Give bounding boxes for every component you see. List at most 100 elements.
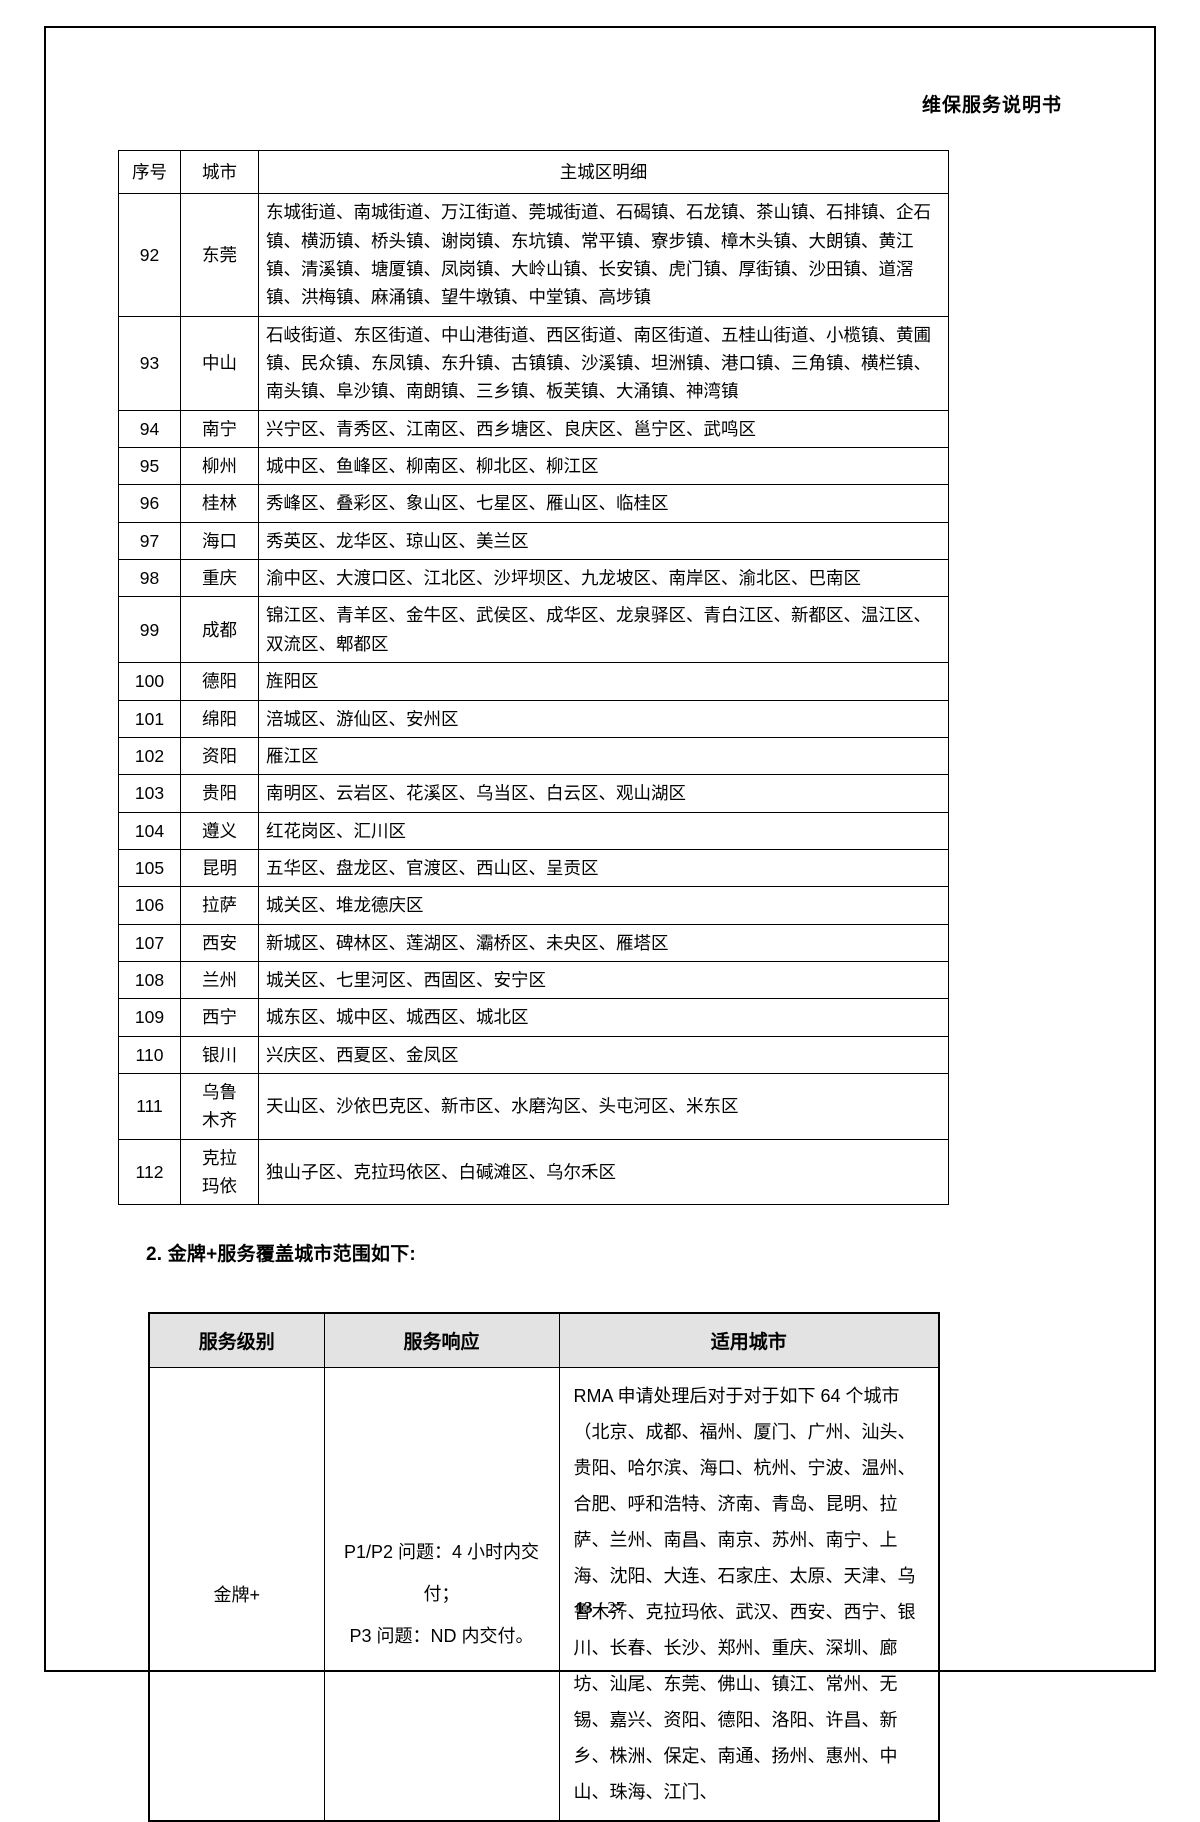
row-no: 110: [118, 1035, 181, 1074]
district-table-head: 序号 城市 主城区明细: [118, 149, 949, 195]
row-detail: 城中区、鱼峰区、柳南区、柳北区、柳江区: [258, 447, 949, 486]
row-no: 106: [118, 886, 181, 925]
table-row: 110 银川 兴庆区、西夏区、金凤区: [118, 1035, 949, 1074]
row-city: 银川: [180, 1035, 259, 1074]
column-header-city: 城市: [180, 149, 259, 195]
page-footer: 13/27: [46, 1598, 1154, 1618]
district-table-header-row: 序号 城市 主城区明细: [118, 149, 949, 195]
service-coverage-table: 服务级别 服务响应 适用城市 金牌+ P1/P2 问题：4 小时内交 付； P3…: [148, 1312, 940, 1822]
footer-current-page: 13: [575, 1598, 593, 1617]
row-detail: 秀峰区、叠彩区、象山区、七星区、雁山区、临桂区: [258, 484, 949, 523]
column-header-detail: 主城区明细: [258, 149, 949, 195]
table-row: 93 中山 石岐街道、东区街道、中山港街道、西区街道、南区街道、五桂山街道、小榄…: [118, 315, 949, 411]
row-no: 112: [118, 1138, 181, 1206]
table-row: 101 绵阳 涪城区、游仙区、安州区: [118, 699, 949, 738]
row-city: 西宁: [180, 998, 259, 1037]
row-no: 94: [118, 409, 181, 449]
column-header-no: 序号: [118, 149, 181, 195]
table-row: 109 西宁 城东区、城中区、城西区、城北区: [118, 998, 949, 1037]
row-no: 105: [118, 848, 181, 888]
row-city: 兰州: [180, 960, 259, 1000]
row-city: 海口: [180, 521, 259, 561]
table-row: 103 贵阳 南明区、云岩区、花溪区、乌当区、白云区、观山湖区: [118, 774, 949, 813]
row-city: 遵义: [180, 811, 259, 850]
row-detail: 城关区、七里河区、西固区、安宁区: [258, 960, 949, 1000]
service-table-header-row: 服务级别 服务响应 适用城市: [148, 1312, 940, 1369]
row-city-line: 玛依: [202, 1175, 237, 1196]
row-city: 克拉 玛依: [180, 1138, 259, 1206]
column-header-service-response: 服务响应: [323, 1312, 560, 1369]
applicable-cities-value: RMA 申请处理后对于对于如下 64 个城市（北京、成都、福州、厦门、广州、汕头…: [558, 1367, 940, 1822]
service-response-value: P1/P2 问题：4 小时内交 付； P3 问题：ND 内交付。: [323, 1367, 560, 1822]
table-row: 94 南宁 兴宁区、青秀区、江南区、西乡塘区、良庆区、邕宁区、武鸣区: [118, 409, 949, 449]
footer-total-pages: 27: [607, 1598, 625, 1617]
row-detail: 雁江区: [258, 736, 949, 776]
table-row: 97 海口 秀英区、龙华区、琼山区、美兰区: [118, 521, 949, 561]
service-table-body: 金牌+ P1/P2 问题：4 小时内交 付； P3 问题：ND 内交付。 RMA…: [148, 1367, 940, 1822]
table-row: 111 乌鲁 木齐 天山区、沙依巴克区、新市区、水磨沟区、头屯河区、米东区: [118, 1072, 949, 1140]
row-no: 93: [118, 315, 181, 411]
row-city: 桂林: [180, 484, 259, 523]
row-detail: 天山区、沙依巴克区、新市区、水磨沟区、头屯河区、米东区: [258, 1072, 949, 1140]
row-detail: 南明区、云岩区、花溪区、乌当区、白云区、观山湖区: [258, 774, 949, 813]
table-row: 100 德阳 旌阳区: [118, 662, 949, 701]
section-heading: 2. 金牌+服务覆盖城市范围如下:: [146, 1244, 416, 1266]
applicable-cities-text: RMA 申请处理后对于对于如下 64 个城市（北京、成都、福州、厦门、广州、汕头…: [573, 1386, 916, 1803]
row-detail: 五华区、盘龙区、官渡区、西山区、呈贡区: [258, 848, 949, 888]
column-header-service-level: 服务级别: [148, 1312, 325, 1369]
row-city-line: 乌鲁: [202, 1081, 237, 1102]
table-row: 112 克拉 玛依 独山子区、克拉玛依区、白碱滩区、乌尔禾区: [118, 1138, 949, 1206]
row-detail: 东城街道、南城街道、万江街道、莞城街道、石碣镇、石龙镇、茶山镇、石排镇、企石镇、…: [258, 193, 949, 317]
row-no: 98: [118, 559, 181, 598]
row-detail: 锦江区、青羊区、金牛区、武侯区、成华区、龙泉驿区、青白江区、新都区、温江区、双流…: [258, 596, 949, 664]
table-row: 金牌+ P1/P2 问题：4 小时内交 付； P3 问题：ND 内交付。 RMA…: [148, 1367, 940, 1822]
row-no: 101: [118, 699, 181, 738]
service-table-head: 服务级别 服务响应 适用城市: [148, 1312, 940, 1369]
row-city: 西安: [180, 923, 259, 962]
row-city-line: 克拉: [202, 1147, 237, 1168]
row-no: 108: [118, 960, 181, 1000]
row-city: 德阳: [180, 662, 259, 701]
row-city: 南宁: [180, 409, 259, 449]
table-row: 102 资阳 雁江区: [118, 736, 949, 776]
response-line-2: 付；: [423, 1584, 460, 1605]
row-no: 97: [118, 521, 181, 561]
table-row: 92 东莞 东城街道、南城街道、万江街道、莞城街道、石碣镇、石龙镇、茶山镇、石排…: [118, 193, 949, 317]
running-header: 维保服务说明书: [921, 95, 1062, 116]
row-no: 92: [118, 193, 181, 317]
service-level-value: 金牌+: [148, 1367, 325, 1822]
row-no: 107: [118, 923, 181, 962]
row-city: 柳州: [180, 447, 259, 486]
row-detail: 石岐街道、东区街道、中山港街道、西区街道、南区街道、五桂山街道、小榄镇、黄圃镇、…: [258, 315, 949, 411]
table-row: 106 拉萨 城关区、堆龙德庆区: [118, 886, 949, 925]
row-city: 成都: [180, 596, 259, 664]
row-city: 绵阳: [180, 699, 259, 738]
table-row: 108 兰州 城关区、七里河区、西固区、安宁区: [118, 960, 949, 1000]
row-city-line: 木齐: [202, 1110, 237, 1131]
row-city: 中山: [180, 315, 259, 411]
row-detail: 秀英区、龙华区、琼山区、美兰区: [258, 521, 949, 561]
page-content: 维保服务说明书 序号 城市 主城区明细 92 东莞 东城街道、南城街道、万江街道…: [46, 28, 1154, 1822]
row-detail: 城东区、城中区、城西区、城北区: [258, 998, 949, 1037]
row-no: 104: [118, 811, 181, 850]
table-row: 96 桂林 秀峰区、叠彩区、象山区、七星区、雁山区、临桂区: [118, 484, 949, 523]
row-detail: 涪城区、游仙区、安州区: [258, 699, 949, 738]
district-table-body: 92 东莞 东城街道、南城街道、万江街道、莞城街道、石碣镇、石龙镇、茶山镇、石排…: [118, 193, 949, 1206]
row-detail: 新城区、碑林区、莲湖区、灞桥区、未央区、雁塔区: [258, 923, 949, 962]
row-detail: 城关区、堆龙德庆区: [258, 886, 949, 925]
row-city: 昆明: [180, 848, 259, 888]
table-row: 104 遵义 红花岗区、汇川区: [118, 811, 949, 850]
table-row: 107 西安 新城区、碑林区、莲湖区、灞桥区、未央区、雁塔区: [118, 923, 949, 962]
row-no: 109: [118, 998, 181, 1037]
row-no: 100: [118, 662, 181, 701]
row-detail: 红花岗区、汇川区: [258, 811, 949, 850]
table-row: 99 成都 锦江区、青羊区、金牛区、武侯区、成华区、龙泉驿区、青白江区、新都区、…: [118, 596, 949, 664]
row-no: 99: [118, 596, 181, 664]
column-header-applicable-cities: 适用城市: [558, 1312, 940, 1369]
row-city: 贵阳: [180, 774, 259, 813]
table-row: 95 柳州 城中区、鱼峰区、柳南区、柳北区、柳江区: [118, 447, 949, 486]
row-city: 拉萨: [180, 886, 259, 925]
row-city: 东莞: [180, 193, 259, 317]
row-no: 95: [118, 447, 181, 486]
row-detail: 旌阳区: [258, 662, 949, 701]
